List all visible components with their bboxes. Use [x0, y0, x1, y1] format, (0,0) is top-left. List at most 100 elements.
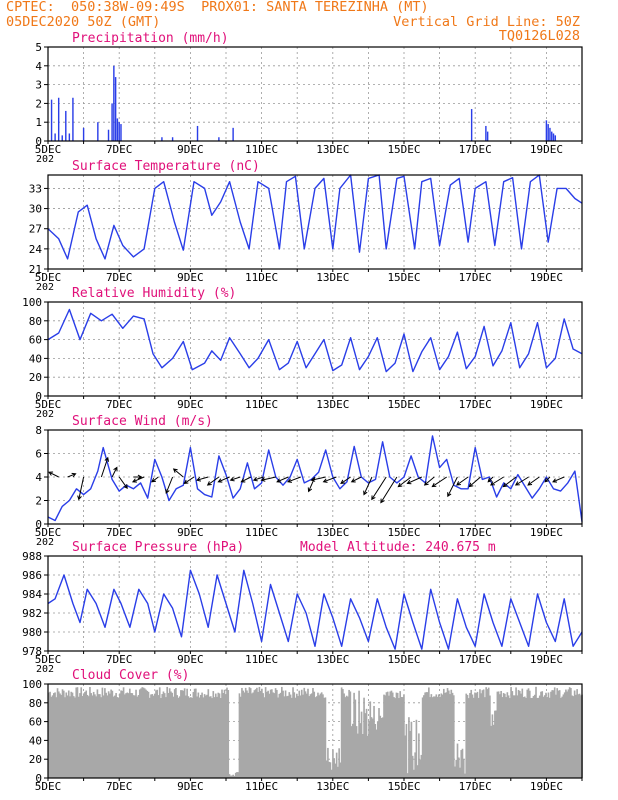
cloud-bar: [350, 726, 353, 778]
cloud-bar: [492, 724, 495, 778]
cloud-bar: [449, 694, 451, 778]
panel-3: [44, 301, 583, 399]
cloud-bar: [90, 693, 93, 778]
cloud-bar: [55, 697, 58, 778]
panel-title: Cloud Cover (%): [72, 668, 189, 683]
cloud-bar: [430, 694, 433, 778]
x-year-label: 202: [36, 664, 54, 675]
panel-2: [44, 174, 583, 272]
x-tick-label: 17DEC: [459, 780, 492, 793]
cloud-bar: [89, 686, 91, 778]
cloud-bar: [398, 698, 400, 778]
model-altitude: Model Altitude: 240.675 m: [300, 540, 496, 555]
wind-vector: [502, 476, 517, 488]
cloud-bar: [394, 698, 397, 778]
cloud-bar: [578, 693, 581, 778]
cloud-bar: [537, 697, 540, 778]
cloud-bar: [76, 687, 79, 778]
cloud-bar: [173, 689, 176, 778]
cloud-bar: [570, 688, 572, 778]
panel-1: [44, 46, 583, 144]
cloud-bar: [273, 693, 276, 778]
y-tick-label: 3: [35, 79, 42, 92]
cloud-bar: [423, 695, 425, 778]
x-year-label: 202: [36, 154, 54, 165]
cloud-bar: [299, 695, 302, 778]
cloud-bar: [425, 692, 428, 778]
cloud-bar: [576, 689, 578, 778]
cloud-bar: [342, 689, 344, 778]
y-tick-label: 30: [29, 203, 42, 216]
cloud-bar: [480, 693, 483, 778]
cloud-bar: [258, 686, 261, 778]
cloud-bar: [191, 697, 193, 778]
cloud-bar: [119, 693, 121, 778]
precip-bar: [97, 122, 99, 141]
cloud-bar: [209, 696, 212, 778]
cloud-bar: [496, 691, 499, 778]
cloud-bar: [552, 690, 555, 778]
cloud-bar: [80, 687, 83, 778]
cloud-bar: [177, 697, 180, 778]
cloud-bar: [434, 696, 436, 778]
cloud-bar: [122, 687, 125, 778]
cloud-bar: [567, 689, 570, 778]
cloud-bar: [502, 693, 505, 778]
cloud-bar: [219, 698, 222, 778]
panel-title: Surface Wind (m/s): [72, 414, 213, 429]
precip-bar: [116, 118, 119, 141]
cloud-bar: [477, 697, 480, 778]
cloud-bar: [441, 694, 444, 778]
x-tick-label: 15DEC: [387, 398, 420, 411]
cloud-bar: [482, 689, 485, 778]
cloud-bar: [472, 697, 475, 778]
cloud-bar: [176, 695, 178, 778]
cloud-bar: [101, 687, 104, 778]
panel-title: Surface Pressure (hPa): [72, 540, 244, 555]
y-tick-label: 1: [35, 116, 42, 129]
cloud-bar: [292, 687, 294, 778]
x-tick-label: 13DEC: [316, 398, 349, 411]
x-tick-label: 11DEC: [245, 398, 278, 411]
cloud-bar: [416, 765, 419, 778]
cloud-bar: [231, 775, 233, 778]
cloud-bar: [141, 687, 144, 778]
wind-vector: [340, 476, 351, 484]
cloud-bar: [248, 687, 251, 778]
cloud-bar: [279, 692, 282, 778]
cloud-bar: [476, 691, 479, 778]
cloud-bar: [264, 687, 267, 778]
cloud-bar: [69, 696, 71, 778]
cloud-bar: [156, 689, 159, 778]
cloud-bar: [312, 688, 314, 778]
cloud-bar: [143, 688, 146, 778]
cloud-bar: [109, 693, 111, 778]
cloud-bar: [49, 691, 51, 778]
cloud-bar: [145, 689, 147, 778]
cloud-bar: [86, 694, 89, 778]
cloud-bar: [340, 687, 343, 778]
wind-vector: [195, 476, 209, 482]
cloud-bar: [464, 773, 466, 778]
cloud-bar: [142, 687, 145, 778]
x-tick-label: 19DEC: [530, 398, 563, 411]
cloud-bar: [106, 695, 109, 778]
cloud-bar: [349, 691, 352, 778]
precip-bar: [161, 137, 163, 141]
cloud-bar: [308, 696, 311, 778]
cloud-bar: [256, 687, 258, 778]
cloud-bar: [314, 697, 317, 778]
cloud-bar: [531, 697, 534, 778]
cloud-bar: [146, 690, 149, 778]
cloud-bar: [102, 695, 105, 778]
cloud-bar: [131, 693, 134, 778]
x-tick-label: 9DEC: [177, 780, 204, 793]
cloud-bar: [204, 695, 207, 778]
cloud-bar: [207, 689, 210, 778]
wind-vector: [552, 476, 565, 483]
wind-vector: [527, 476, 540, 486]
cloud-bar: [365, 708, 368, 778]
cloud-bar: [187, 696, 190, 778]
x-tick-label: 7DEC: [106, 780, 133, 793]
x-tick-label: 17DEC: [459, 526, 492, 539]
